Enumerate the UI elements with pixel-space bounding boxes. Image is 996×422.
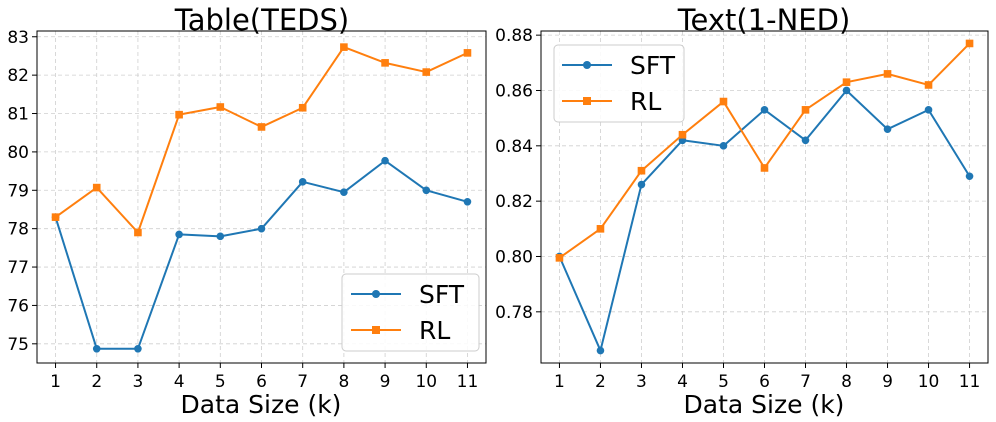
point-rl [216, 103, 225, 111]
point-rl [422, 68, 431, 76]
x-tick-label: 4 [174, 372, 185, 392]
x-tick-label: 1 [554, 372, 565, 392]
point-rl [340, 43, 348, 51]
legend-label-rl: RL [419, 316, 450, 345]
y-tick-label: 83 [7, 28, 29, 48]
y-tick-label: 0.86 [495, 81, 533, 101]
y-tick-label: 0.80 [495, 247, 533, 267]
x-tick-label: 3 [636, 372, 647, 392]
x-tick-label: 4 [677, 372, 688, 392]
x-tick-label: 2 [91, 372, 102, 392]
point-sft [381, 156, 389, 165]
point-sft [463, 197, 472, 206]
y-tick-label: 0.82 [495, 192, 533, 212]
point-rl [924, 81, 933, 89]
x-tick-label: 9 [882, 372, 893, 392]
x-axis-label: Data Size (k) [181, 390, 342, 419]
legend-label-sft: SFT [630, 51, 676, 80]
point-sft [175, 230, 183, 239]
x-tick-label: 3 [133, 372, 144, 392]
point-sft [842, 86, 851, 95]
legend-marker-sft [372, 290, 380, 298]
point-rl [463, 49, 472, 57]
point-rl [298, 103, 307, 112]
legend-marker-rl [372, 326, 380, 334]
legend: SFT RL [341, 273, 480, 352]
point-rl [883, 70, 892, 78]
legend: SFT RL [553, 44, 685, 123]
point-rl [51, 213, 60, 221]
point-sft [422, 186, 431, 195]
y-tick-label: 0.88 [495, 26, 533, 46]
x-tick-label: 11 [457, 372, 479, 392]
legend-label-sft: SFT [419, 280, 465, 309]
x-tick-label: 7 [297, 372, 308, 392]
point-rl [92, 183, 101, 192]
point-sft [298, 178, 307, 186]
point-rl [678, 130, 687, 139]
x-tick-label: 10 [918, 372, 940, 392]
x-tick-label: 5 [718, 372, 729, 392]
point-rl [965, 39, 974, 48]
point-rl [801, 106, 810, 114]
y-tick-label: 79 [7, 181, 29, 201]
x-tick-label: 7 [800, 372, 811, 392]
point-sft [257, 224, 266, 233]
chart-text-ned: Text(1-NED) 1 2 3 4 5 6 7 8 9 10 11 0.78 0.80 0.82 0.8… [495, 3, 989, 419]
y-tick-label: 80 [7, 143, 29, 163]
y-tick-label: 81 [7, 105, 29, 125]
point-rl [134, 228, 142, 237]
point-sft [965, 172, 974, 181]
series-layer [51, 43, 472, 353]
point-rl [719, 97, 728, 106]
x-tick-label: 10 [415, 372, 437, 392]
point-rl [555, 254, 564, 262]
x-tick-label: 6 [256, 372, 267, 392]
x-axis-label: Data Size (k) [684, 390, 845, 419]
x-tick-label: 5 [215, 372, 226, 392]
y-tick-label: 0.84 [495, 137, 533, 157]
point-rl [596, 225, 605, 233]
x-tick-label: 8 [338, 372, 349, 392]
point-sft [216, 232, 225, 241]
y-tick-label: 77 [7, 258, 29, 278]
point-rl [381, 59, 389, 67]
x-tick-label: 2 [595, 372, 606, 392]
x-tick-label: 8 [841, 372, 852, 392]
point-sft [596, 346, 605, 355]
y-tick-label: 82 [7, 66, 29, 86]
x-tick-label: 6 [759, 372, 770, 392]
y-tick-label: 0.78 [495, 303, 533, 323]
x-tick-label: 9 [380, 372, 391, 392]
chart-table-teds: Table(TEDS) 1 2 3 4 5 6 7 8 9 10 11757677787980818… [7, 3, 487, 419]
point-rl [842, 78, 851, 86]
series-layer [555, 39, 974, 355]
x-tick-label: 11 [959, 372, 981, 392]
point-sft [924, 106, 933, 114]
legend-label-rl: RL [630, 87, 661, 116]
point-rl [175, 110, 183, 119]
point-rl [637, 166, 646, 175]
y-tick-label: 78 [7, 220, 29, 240]
legend-marker-sft [583, 61, 591, 69]
point-sft [92, 344, 101, 353]
grid [541, 31, 988, 363]
ticks: 1 2 3 4 5 6 7 8 9 10 11 0.78 0.80 0.82 0.84 0.86 0.88 [495, 26, 980, 392]
point-rl [257, 123, 266, 131]
legend-marker-rl [583, 97, 591, 105]
point-sft [340, 188, 348, 197]
point-sft [637, 180, 646, 189]
chart-title: Text(1-NED) [677, 3, 851, 37]
x-tick-label: 1 [50, 372, 61, 392]
y-tick-label: 76 [7, 296, 29, 316]
point-sft [719, 142, 728, 150]
point-sft [134, 344, 142, 353]
point-rl [760, 164, 769, 172]
y-tick-label: 75 [7, 335, 29, 355]
point-sft [801, 136, 810, 145]
point-sft [760, 106, 769, 114]
point-sft [883, 125, 892, 134]
